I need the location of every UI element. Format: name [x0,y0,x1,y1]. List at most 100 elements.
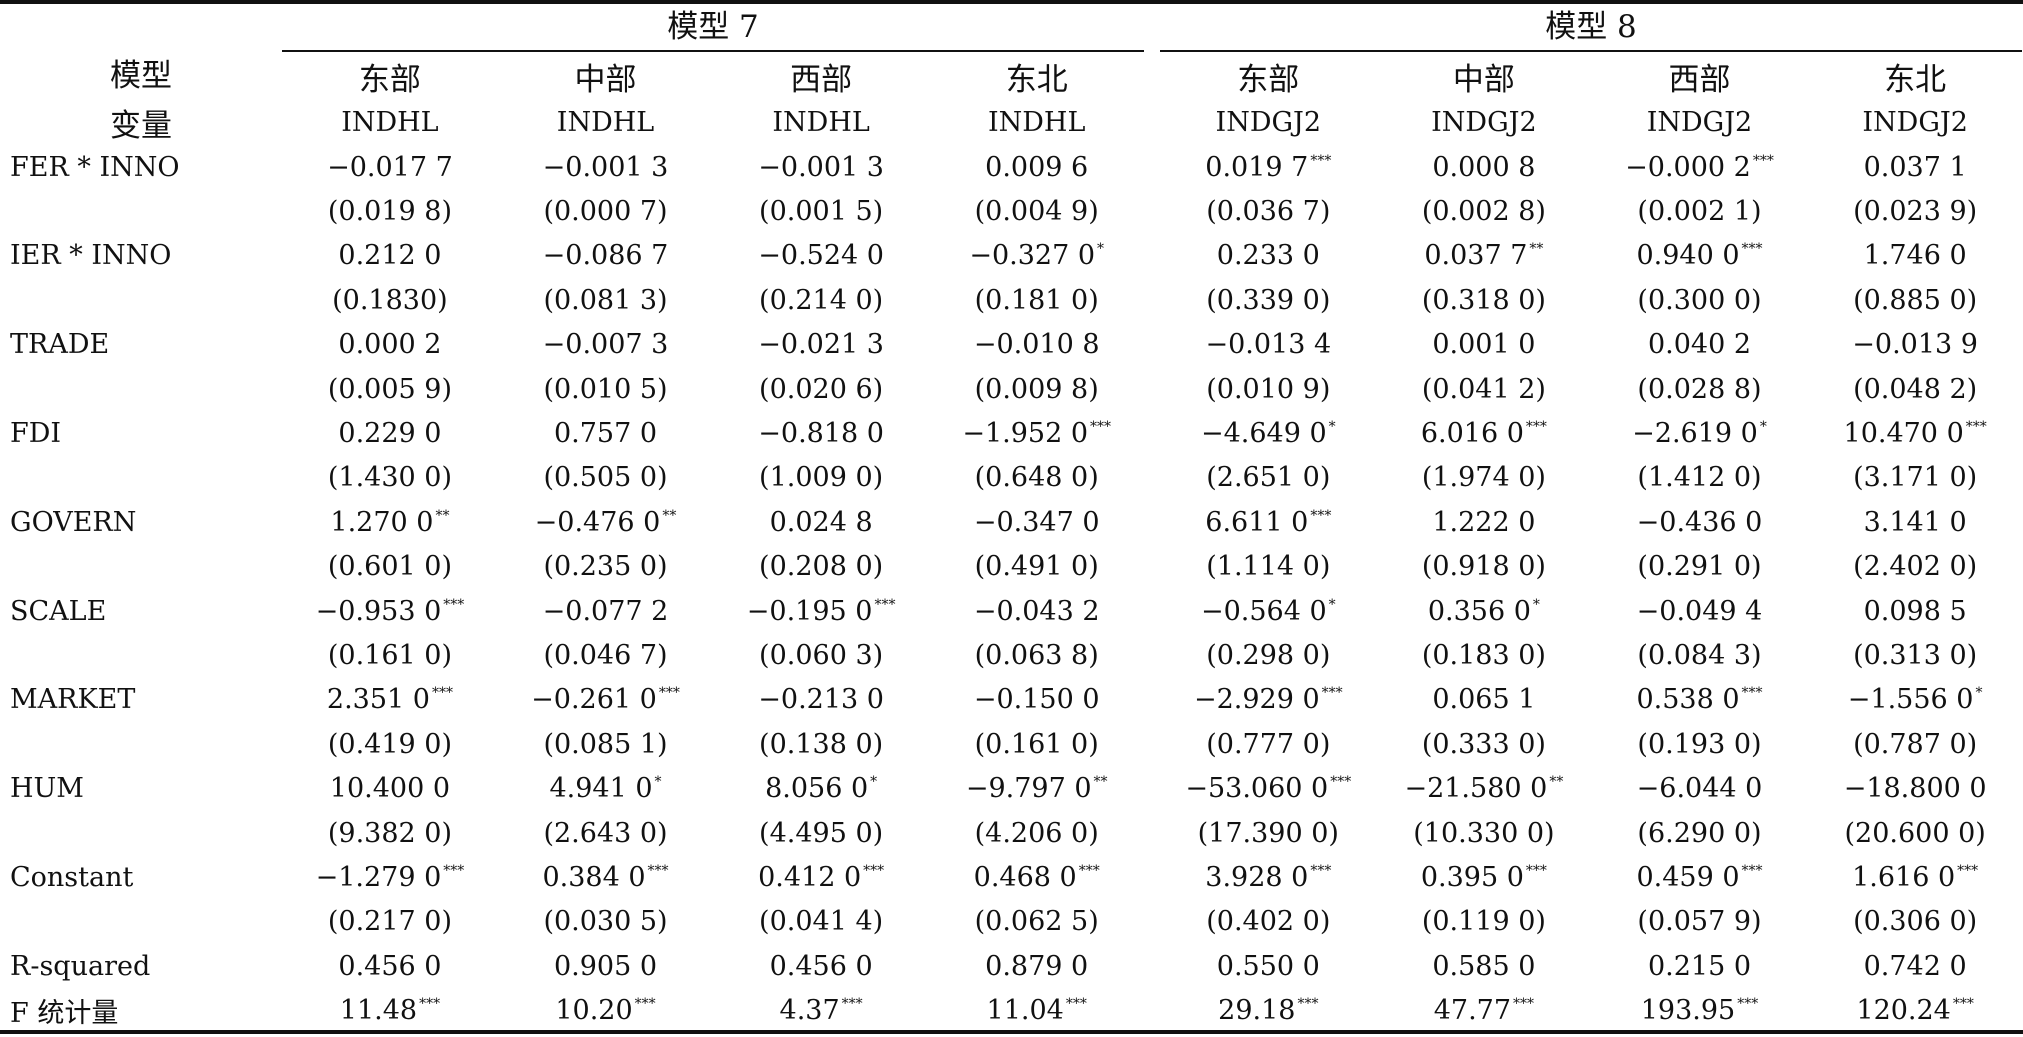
coefficient-cell: 0.215 0 [1592,944,1808,988]
cell-value: 3.141 0 [1863,506,1967,538]
coefficient-cell: −0.086 7 [498,234,714,278]
cell-value: −0.013 9 [1852,329,1978,361]
std-error-cell: (0.009 8) [929,367,1145,411]
regression-table: 东部 中部 西部 东北 东部 中部 西部 东北 INDHL INDHL INDHL INDHL INDG… [0,54,2023,1033]
cell-value: 0.456 0 [769,950,873,982]
std-error-row: (0.419 0) (0.085 1) (0.138 0) (0.161 0) (0.7… [0,722,2023,766]
cell-value: 0.879 0 [985,950,1089,982]
group-gap [1145,855,1161,899]
significance-stars: * [870,774,878,791]
std-error-cell: (0.505 0) [498,456,714,500]
cell-value: (0.030 5) [543,906,668,938]
cell-value: 0.000 8 [1432,151,1536,183]
cell-value: 0.585 0 [1432,950,1536,982]
significance-stars: ** [1093,774,1108,791]
cell-value: −0.347 0 [973,506,1100,538]
significance-stars: *** [419,996,441,1013]
dependent-variable-header: INDGJ2 [1215,106,1322,138]
table-row: F 统计量 11.48 *** 10.20 *** 4.37 *** 11.04 *** 29.1… [0,988,2023,1032]
significance-stars: ** [1549,774,1564,791]
coefficient-cell: 10.470 0 *** [1807,411,2023,455]
cell-value: (0.036 7) [1206,196,1331,228]
std-error-cell: (0.208 0) [713,545,929,589]
coefficient-cell: 3.141 0 [1807,500,2023,544]
std-error-cell: (0.777 0) [1161,722,1377,766]
variable-label: FDI [10,418,62,450]
cell-value: 0.356 0 [1427,595,1531,627]
cell-value: 29.18 [1218,995,1296,1027]
stub-spacer [0,99,282,145]
significance-stars: *** [1741,862,1763,879]
dependent-variable-header: INDHL [556,106,655,138]
coefficient-cell: −1.556 0 * [1807,678,2023,722]
region-header: 东部 [1237,62,1300,98]
cell-value: 0.757 0 [553,418,658,450]
std-error-cell: (0.020 6) [713,367,929,411]
std-error-cell: (0.333 0) [1376,722,1592,766]
std-error-cell: (0.1830) [282,278,498,322]
cell-value: (0.004 9) [974,196,1099,228]
table-row: MARKET 2.351 0 *** −0.261 0 *** −0.213 0 −0.15… [0,678,2023,722]
cell-value: 0.009 6 [985,151,1089,183]
coefficient-cell: 0.585 0 [1376,944,1592,988]
coefficient-cell: −0.000 2 *** [1592,145,1808,189]
significance-stars: * [1532,596,1540,613]
coefficient-cell: −0.021 3 [713,323,929,367]
cell-value: 1.222 0 [1432,506,1536,538]
group-header-model-7: 模型 7 [667,9,759,45]
coefficient-cell: 0.742 0 [1807,944,2023,988]
cell-value: −0.953 0 [315,595,442,627]
cell-value: (0.1830) [332,284,448,316]
std-error-cell: (3.171 0) [1807,456,2023,500]
variable-label: HUM [10,773,84,805]
significance-stars: *** [1297,996,1319,1013]
cell-value: 10.470 0 [1843,418,1964,450]
variable-label [0,189,282,233]
coefficient-cell: 0.000 8 [1376,145,1592,189]
coefficient-cell: −1.952 0 *** [929,411,1145,455]
group-gap [1145,99,1161,145]
significance-stars: *** [1752,152,1774,169]
significance-stars: *** [841,996,863,1013]
cell-value: (2.402 0) [1853,551,1978,583]
group-gap [1145,678,1161,722]
stub-header-variable: 变量 [110,108,172,144]
coefficient-cell: −0.001 3 [713,145,929,189]
cell-value: 0.098 5 [1863,595,1967,627]
coefficient-cell: 0.879 0 [929,944,1145,988]
cell-value: (0.339 0) [1206,284,1331,316]
significance-stars: *** [1090,419,1112,436]
coefficient-cell: −0.347 0 [929,500,1145,544]
coefficient-cell: 29.18 *** [1161,988,1377,1032]
significance-stars: * [1328,596,1336,613]
coefficient-cell: −0.476 0 ** [498,500,714,544]
std-error-cell: (17.390 0) [1161,811,1377,855]
std-error-cell: (0.339 0) [1161,278,1377,322]
group-gap [1145,54,1161,99]
significance-stars: *** [1957,862,1979,879]
std-error-cell: (0.119 0) [1376,900,1592,944]
cell-value: 0.742 0 [1863,950,1967,982]
coefficient-cell: 0.468 0 *** [929,855,1145,899]
significance-stars: * [1975,685,1983,702]
variable-label [0,722,282,766]
variable-label: F 统计量 [10,998,119,1030]
cell-value: (0.298 0) [1206,639,1331,671]
cell-value: −0.001 3 [542,151,669,183]
cell-value: (0.010 5) [543,373,668,405]
cell-value: (0.057 9) [1637,906,1762,938]
significance-stars: ** [435,507,450,524]
table-row: R-squared 0.456 0 0.905 0 0.456 0 0.879 0 0.5… [0,944,2023,988]
variable-label [0,456,282,500]
coefficient-cell: −0.017 7 [282,145,498,189]
cell-value: (0.300 0) [1637,284,1762,316]
cell-value: (0.005 9) [327,373,452,405]
cell-value: 0.065 1 [1432,684,1536,716]
significance-stars: *** [1741,685,1763,702]
table-row: IER * INNO 0.212 0 −0.086 7 −0.524 0 −0.327 … [0,234,2023,278]
cell-value: −1.556 0 [1847,684,1974,716]
group-gap [1145,766,1161,810]
cell-value: 193.95 [1640,995,1736,1027]
group-gap [1145,900,1161,944]
variable-label [0,633,282,677]
